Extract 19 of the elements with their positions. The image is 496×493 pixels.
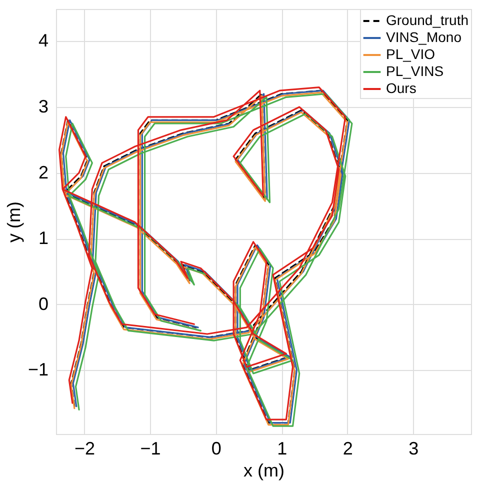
y-tick-label: 0 (38, 294, 48, 314)
legend-label: Ours (386, 80, 416, 96)
legend-label: PL_VIO (386, 46, 436, 62)
y-tick-label: 1 (38, 228, 48, 248)
legend-label: VINS_Mono (386, 29, 462, 45)
x-axis-title: x (m) (244, 460, 284, 480)
x-tick-label: 0 (211, 438, 222, 458)
y-axis-title: y (m) (4, 202, 24, 242)
legend-label: PL_VINS (386, 63, 444, 79)
x-tick-label: 2 (342, 438, 353, 458)
legend-label: Ground_truth (386, 12, 468, 28)
x-tick-label: 1 (277, 438, 288, 458)
y-tick-label: 4 (38, 30, 48, 51)
x-tick-label: 3 (408, 438, 419, 458)
x-tick-label: −2 (74, 438, 96, 458)
x-tick-label: −1 (140, 438, 161, 458)
y-tick-label: −1 (28, 360, 48, 380)
y-tick-label: 2 (38, 162, 48, 182)
y-tick-label: 3 (38, 96, 48, 117)
